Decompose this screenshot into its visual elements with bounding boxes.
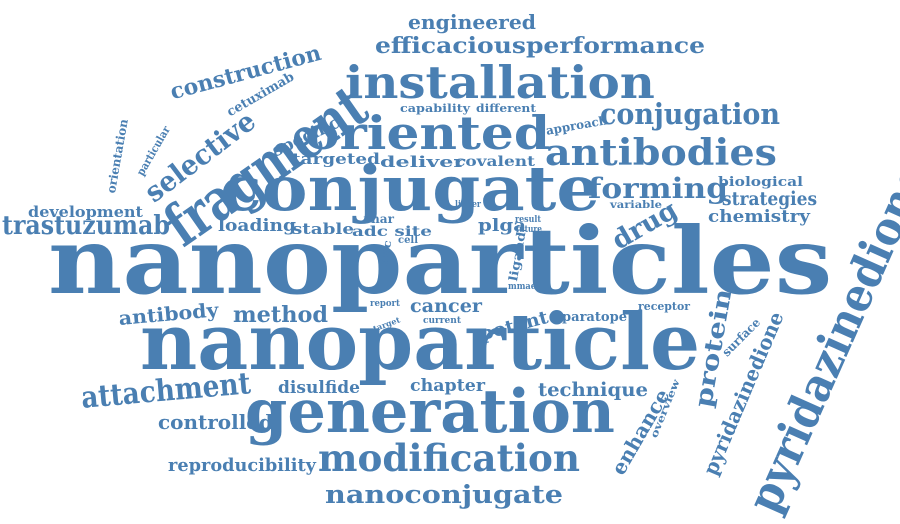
word-future: future xyxy=(516,225,543,235)
word-targeted: targeted xyxy=(292,150,381,168)
word-nanoparticle: nanoparticle xyxy=(140,297,701,388)
word-paratope: paratope xyxy=(562,310,628,325)
word-conjugate: conjugate xyxy=(220,152,601,225)
word-cell: cell xyxy=(398,235,419,246)
word-engineered: engineered xyxy=(408,10,536,34)
word-attachment: attachment xyxy=(79,366,253,416)
word-different: different xyxy=(476,102,537,115)
word-report: report xyxy=(370,299,400,309)
word-chemistry: chemistry xyxy=(708,207,810,227)
word-technique: technique xyxy=(538,379,648,401)
word-modification: modification xyxy=(318,436,580,480)
word-controlled: controlled xyxy=(158,410,273,434)
word-efficaciousperformance: efficaciousperformance xyxy=(375,33,706,59)
word-receptor: receptor xyxy=(638,300,690,313)
word-result: result xyxy=(515,215,542,225)
word-chapter: chapter xyxy=(410,376,486,396)
word-plga: plga xyxy=(478,216,527,236)
word-vnar: vnar xyxy=(364,212,395,226)
word-biological: biological xyxy=(718,175,804,190)
word-adc-site: adc site xyxy=(352,224,433,240)
word-disulfide: disulfide xyxy=(278,378,360,398)
word-oriented: oriented xyxy=(305,106,551,160)
word-deliver: deliver xyxy=(380,153,466,171)
word-cancer: cancer xyxy=(410,295,483,317)
word-orientation: orientation xyxy=(104,117,131,195)
word-covalent: covalent xyxy=(455,154,536,170)
word-reproducibility: reproducibility xyxy=(168,455,316,476)
word-conjugation: conjugation xyxy=(600,97,781,131)
word-method: method xyxy=(233,302,328,328)
word-loading: loading xyxy=(218,216,296,236)
word-strategies: strategies xyxy=(722,188,818,210)
word-variable: variable xyxy=(610,200,663,211)
word-linker: linker xyxy=(455,200,482,210)
word-generation: generation xyxy=(245,377,615,447)
word-nanoconjugate: nanoconjugate xyxy=(325,480,563,509)
word-stable: stable xyxy=(292,220,355,238)
word-mmae: mmae xyxy=(508,282,537,292)
word-nanoparticles: nanoparticles xyxy=(48,207,833,315)
word-antibodies: antibodies xyxy=(545,132,777,174)
word-forming: forming xyxy=(588,172,728,205)
word-development: development xyxy=(28,203,143,221)
word-trastuzumab: trastuzumab xyxy=(2,211,170,241)
word-current: current xyxy=(423,316,462,326)
word-installation: installation xyxy=(345,56,655,109)
word-capability: capability xyxy=(400,102,471,115)
